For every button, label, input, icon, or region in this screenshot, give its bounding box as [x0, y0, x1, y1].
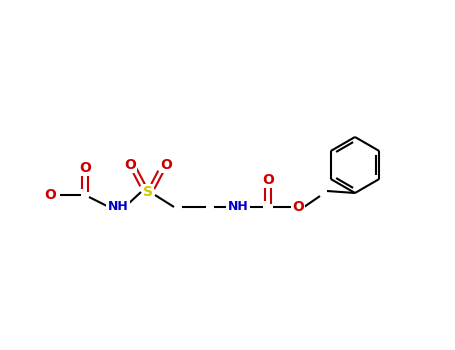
Text: O: O: [45, 189, 56, 202]
Text: O: O: [124, 158, 136, 172]
Text: O: O: [262, 173, 274, 187]
Text: O: O: [292, 200, 304, 214]
Text: S: S: [143, 185, 153, 199]
Text: NH: NH: [108, 201, 128, 214]
Text: O: O: [79, 161, 91, 175]
Text: O: O: [44, 188, 56, 202]
Text: NH: NH: [228, 201, 248, 214]
Text: O: O: [160, 158, 172, 172]
